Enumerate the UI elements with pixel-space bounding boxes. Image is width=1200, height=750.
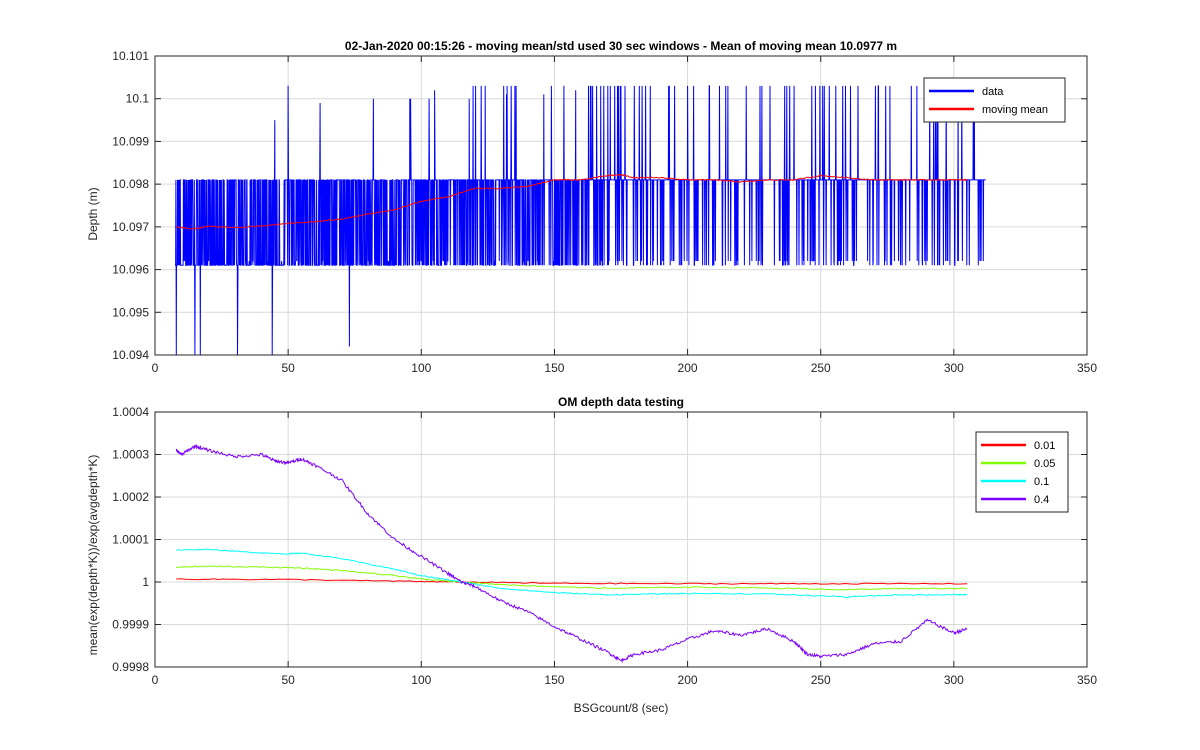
- bottom-axes: OM depth data testing BSGcount/8 (sec) m…: [86, 395, 1097, 715]
- top-title: 02-Jan-2020 00:15:26 - moving mean/std u…: [345, 39, 897, 53]
- bottom-x-tick-label: 250: [811, 673, 831, 687]
- bottom-y-tick-label: 1.0001: [112, 533, 149, 547]
- top-y-tick-label: 10.1: [126, 92, 150, 106]
- series-line-0.4: [175, 443, 968, 664]
- bottom-x-tick-label: 50: [281, 673, 295, 687]
- legend-label-0.1: 0.1: [1034, 476, 1049, 488]
- top-x-tick-label: 250: [811, 361, 831, 375]
- bottom-y-tick-label: 1.0003: [112, 448, 149, 462]
- legend-label-data: data: [982, 86, 1004, 98]
- bottom-y-tick-label: 0.9999: [112, 618, 149, 632]
- series-line-0.05: [176, 565, 968, 591]
- bottom-y-tick-label: 1.0004: [112, 405, 149, 419]
- bottom-x-tick-label: 350: [1077, 673, 1097, 687]
- bottom-x-tick-label: 300: [944, 673, 964, 687]
- top-y-tick-label: 10.097: [112, 220, 149, 234]
- legend-label-0.01: 0.01: [1034, 440, 1055, 452]
- bottom-x-tick-label: 200: [678, 673, 698, 687]
- bottom-series-group: [175, 443, 968, 664]
- top-axes: 02-Jan-2020 00:15:26 - moving mean/std u…: [86, 39, 1097, 375]
- top-x-tick-label: 150: [544, 361, 564, 375]
- top-x-tick-label: 350: [1077, 361, 1097, 375]
- top-x-tick-label: 100: [411, 361, 431, 375]
- top-x-tick-label: 300: [944, 361, 964, 375]
- top-y-tick-label: 10.094: [112, 348, 149, 362]
- legend-label-0.05: 0.05: [1034, 458, 1055, 470]
- top-legend-box: [923, 77, 1066, 123]
- series-line-moving-mean: [176, 173, 968, 230]
- top-x-tick-label: 50: [281, 361, 295, 375]
- top-axes-frame: [154, 55, 1088, 356]
- bottom-x-tick-label: 0: [152, 673, 159, 687]
- top-legend: data moving mean: [923, 77, 1066, 123]
- bottom-title: OM depth data testing: [558, 395, 684, 409]
- top-series-group: [175, 85, 986, 355]
- top-ylabel: Depth (m): [86, 187, 100, 240]
- bottom-x-tick-label: 150: [544, 673, 564, 687]
- series-line-0.01: [176, 578, 968, 585]
- bottom-legend: 0.01 0.05 0.1 0.4: [975, 431, 1069, 513]
- bottom-axes-frame: [154, 411, 1088, 668]
- top-x-tick-label: 0: [152, 361, 159, 375]
- bottom-x-tick-label: 100: [411, 673, 431, 687]
- top-y-tick-label: 10.099: [112, 134, 149, 148]
- bottom-y-tick-label: 1.0002: [112, 490, 149, 504]
- bottom-xlabel: BSGcount/8 (sec): [574, 701, 669, 715]
- top-y-tick-label: 10.098: [112, 177, 149, 191]
- top-x-tick-label: 200: [678, 361, 698, 375]
- top-y-tick-label: 10.096: [112, 263, 149, 277]
- top-y-tick-label: 10.101: [112, 49, 149, 63]
- bottom-y-tick-label: 1: [142, 575, 149, 589]
- top-y-tick-label: 10.095: [112, 305, 149, 319]
- bottom-y-tick-label: 0.9998: [112, 660, 149, 674]
- bottom-ylabel: mean(exp(depth*K))/exp(avgdepth*K): [86, 455, 100, 656]
- legend-label-moving-mean: moving mean: [982, 104, 1048, 116]
- series-line-0.1: [176, 548, 968, 598]
- legend-label-0.4: 0.4: [1034, 494, 1049, 506]
